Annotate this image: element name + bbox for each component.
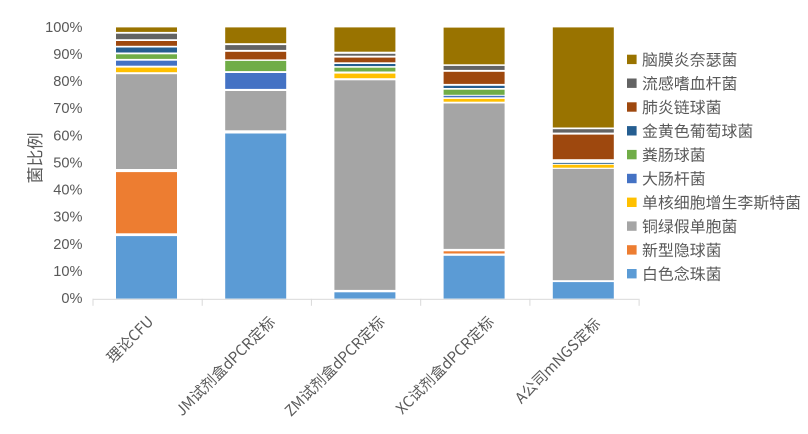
svg-text:10%: 10% <box>53 264 82 280</box>
svg-text:90%: 90% <box>53 47 82 63</box>
svg-text:0%: 0% <box>61 291 82 307</box>
svg-text:70%: 70% <box>53 101 82 117</box>
svg-text:50%: 50% <box>53 155 82 171</box>
svg-text:100%: 100% <box>45 20 82 36</box>
svg-text:80%: 80% <box>53 74 82 90</box>
svg-text:30%: 30% <box>53 210 82 226</box>
svg-text:20%: 20% <box>53 237 82 253</box>
svg-text:40%: 40% <box>53 183 82 199</box>
svg-text:60%: 60% <box>53 128 82 144</box>
